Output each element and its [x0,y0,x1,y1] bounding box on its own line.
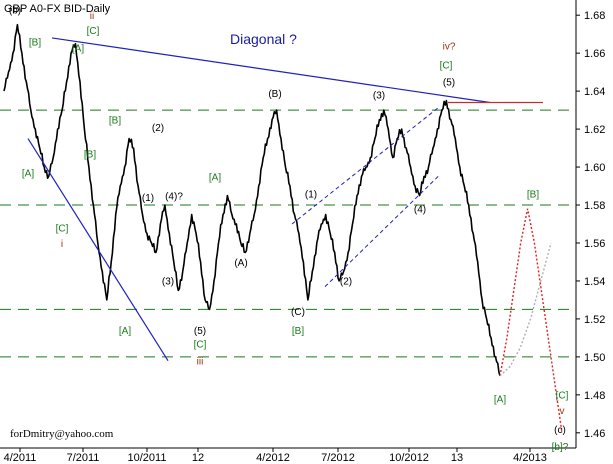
wave-label: i [61,239,63,250]
wave-label: (3) [162,277,174,288]
y-tick-label: 1.54 [584,276,605,288]
y-tick-label: 1.56 [584,238,605,250]
wave-label: (1) [142,193,154,204]
wave-label: (3) [373,91,385,102]
wave-label: (B) [268,89,281,100]
wave-label: [A] [72,43,84,54]
wave-label: (2) [152,123,164,134]
y-tick-label: 1.66 [584,48,605,60]
y-tick-label: 1.60 [584,162,605,174]
wave-label: iv? [443,41,456,52]
upper-diagonal-line [51,37,491,104]
wave-label: (4)? [165,191,183,202]
credit-text: forDmitry@yahoo.com [10,428,114,440]
wave-label: (1) [305,189,317,200]
wave-label: [A] [209,172,221,183]
wave-label: [b]? [552,442,569,453]
wave-labels: (b) ii [C] [B] [A] [B] (2) [B] [A] (1) (4)? [C] i (3)… [9,5,569,453]
diagonal-annotation: Diagonal ? [230,31,297,47]
lower-diagonal-line [27,138,169,361]
x-tick-label: 4/2011 [4,452,37,464]
wave-label: [C] [556,391,569,402]
wave-label: [B] [84,150,96,161]
wave-label: iii [197,356,204,367]
y-tick-label: 1.62 [584,124,605,136]
wave-label: (C) [291,307,305,318]
x-tick-label: 10/2012 [389,452,429,464]
y-tick-label: 1.68 [584,10,605,22]
wave-label: [C] [440,60,453,71]
y-tick-label: 1.48 [584,390,605,402]
wave-label: [A] [119,326,131,337]
x-tick-label: 4/2013 [513,452,547,464]
wave-label: [A] [494,394,506,405]
wave-label: ii [90,11,94,22]
channel-line [324,174,441,288]
wave-label: (A) [234,258,247,269]
wave-label: [C] [56,224,69,235]
x-tick-label: 4/2012 [256,452,290,464]
wave-label: [B] [29,38,41,49]
plot-area [0,23,576,433]
price-line [3,23,501,377]
y-tick-label: 1.64 [584,86,605,98]
wave-label: (5) [194,326,206,337]
y-tick-label: 1.58 [584,200,605,212]
wave-label: (2) [340,277,352,288]
projection-red-line [499,208,563,433]
wave-label: [A] [22,169,34,180]
y-tick-label: 1.46 [584,428,605,440]
x-tick-label: 7/2011 [67,452,100,464]
wave-label: [C] [87,26,100,37]
wave-label: (b) [9,5,21,16]
wave-label: (c) [554,425,566,436]
wave-label: [B] [109,115,121,126]
channel-line [291,105,441,225]
x-tick-label: 7/2012 [321,452,355,464]
wave-label: [C] [194,339,207,350]
wave-label: (4) [414,205,426,216]
y-axis-ticks: 1.68 1.66 1.64 1.62 1.60 1.58 1.56 1.54 1.52 1.50… [576,10,605,440]
x-axis-ticks: 4/2011 7/2011 10/2011 12 4/2012 7/2012 10/2012… [4,448,547,464]
wave-label: v [560,406,565,417]
y-tick-label: 1.50 [584,352,605,364]
x-tick-label: 10/2011 [128,452,167,464]
y-tick-label: 1.52 [584,314,605,326]
wave-label: [B] [292,326,304,337]
wave-label: (5) [443,77,455,88]
wave-label: [B] [527,189,539,200]
x-tick-label: 12 [192,452,204,464]
chart-title: GBP A0-FX BID-Daily [4,3,111,15]
x-tick-label: 13 [451,452,463,464]
